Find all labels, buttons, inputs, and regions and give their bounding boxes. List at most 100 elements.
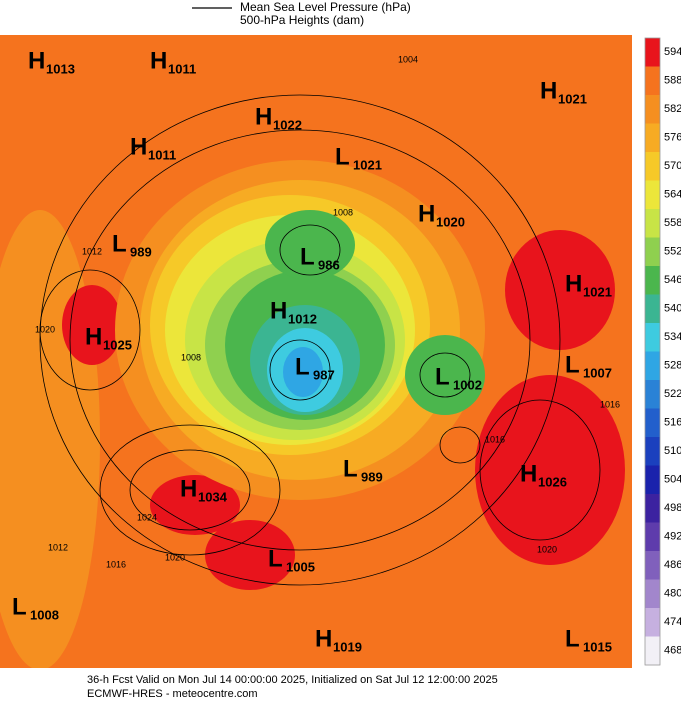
center-letter: L: [268, 545, 283, 572]
center-letter: H: [85, 323, 102, 350]
center-value: 1022: [273, 117, 302, 132]
center-value: 1025: [103, 337, 132, 352]
center-value: 1007: [583, 365, 612, 380]
colorbar-swatch: [645, 123, 660, 153]
contour-label: 1004: [398, 54, 418, 64]
colorbar-label: 546: [664, 274, 681, 286]
colorbar-label: 552: [664, 246, 681, 258]
colorbar-swatch: [645, 237, 660, 267]
colorbar-swatch: [645, 551, 660, 580]
colorbar-swatch: [645, 266, 660, 295]
center-value: 1015: [583, 639, 612, 654]
center-letter: L: [335, 143, 350, 170]
center-letter: L: [112, 230, 127, 257]
center-letter: H: [520, 460, 537, 487]
center-letter: H: [418, 200, 435, 227]
center-letter: H: [540, 77, 557, 104]
contour-label: 1016: [106, 559, 126, 569]
colorbar-swatch: [645, 66, 660, 96]
contour-label: 1016: [485, 434, 505, 444]
colorbar-swatch: [645, 465, 660, 495]
center-value: 987: [313, 367, 335, 382]
center-value: 989: [130, 244, 152, 259]
center-value: 1021: [558, 91, 587, 106]
colorbar-swatch: [645, 152, 660, 181]
colorbar-swatch: [645, 608, 660, 637]
center-value: 1021: [353, 157, 382, 172]
colorbar-label: 588: [664, 75, 681, 87]
center-value: 986: [318, 257, 340, 272]
colorbar-label: 504: [664, 474, 681, 486]
map: [0, 35, 632, 668]
colorbar-swatch: [645, 437, 660, 466]
colorbar-swatch: [645, 294, 660, 324]
footer-text: ECMWF-HRES - meteocentre.com: [87, 688, 258, 700]
colorbar-swatch: [645, 209, 660, 238]
colorbar-label: 582: [664, 103, 681, 115]
center-value: 1019: [333, 639, 362, 654]
contour-label: 1012: [82, 246, 102, 256]
colorbar-swatch: [645, 636, 660, 666]
center-letter: H: [255, 103, 272, 130]
center-letter: H: [270, 297, 287, 324]
contour-label: 1020: [165, 552, 185, 562]
colorbar-swatch: [645, 380, 660, 409]
center-value: 1002: [453, 377, 482, 392]
center-letter: H: [565, 270, 582, 297]
colorbar-label: 492: [664, 531, 681, 543]
footer-text: 36-h Fcst Valid on Mon Jul 14 00:00:00 2…: [87, 674, 498, 686]
center-letter: L: [435, 363, 450, 390]
colorbar-label: 468: [664, 645, 681, 657]
colorbar-swatch: [645, 579, 660, 609]
contour-label: 1016: [600, 399, 620, 409]
height-field: [62, 285, 122, 365]
center-value: 1013: [46, 61, 75, 76]
center-letter: L: [300, 243, 315, 270]
colorbar-label: 480: [664, 588, 681, 600]
height-field: [405, 335, 485, 415]
center-value: 989: [361, 469, 383, 484]
colorbar-label: 522: [664, 388, 681, 400]
center-letter: L: [565, 351, 580, 378]
colorbar-label: 528: [664, 360, 681, 372]
colorbar-frame: [644, 37, 661, 666]
center-letter: H: [315, 625, 332, 652]
center-letter: H: [180, 475, 197, 502]
legend-text: Mean Sea Level Pressure (hPa): [240, 0, 411, 14]
contour-label: 1008: [181, 352, 201, 362]
colorbar-swatch: [645, 522, 660, 552]
colorbar-swatch: [645, 38, 660, 67]
colorbar-label: 510: [664, 445, 681, 457]
colorbar-label: 498: [664, 502, 681, 514]
colorbar-label: 516: [664, 417, 681, 429]
colorbar-swatch: [645, 180, 660, 210]
colorbar-label: 576: [664, 132, 681, 144]
center-value: 1020: [436, 214, 465, 229]
legend-text: 500-hPa Heights (dam): [240, 13, 364, 27]
contour-label: 1024: [137, 512, 157, 522]
colorbar-label: 564: [664, 189, 681, 201]
colorbar-label: 486: [664, 559, 681, 571]
colorbar-label: 570: [664, 160, 681, 172]
center-letter: H: [130, 133, 147, 160]
contour-label: 1020: [537, 544, 557, 554]
colorbar-swatch: [645, 323, 660, 352]
height-field: [283, 347, 323, 397]
contour-labels: 1004 1012 1020 1008 1024 1020 1016 1012 1016 1020…: [35, 54, 620, 569]
contour-label: 1020: [35, 324, 55, 334]
center-letter: L: [12, 593, 27, 620]
isobars: [39, 94, 601, 586]
colorbar-swatch: [645, 494, 660, 523]
center-value: 1021: [583, 284, 612, 299]
center-value: 1034: [198, 489, 228, 504]
colorbar-label: 540: [664, 303, 681, 315]
center-value: 1011: [148, 147, 176, 162]
colorbar-label: 534: [664, 331, 681, 343]
center-letter: L: [343, 455, 358, 482]
colorbar-swatch: [645, 351, 660, 381]
contour-label: 1008: [333, 207, 353, 217]
colorbar-swatch: [645, 95, 660, 124]
colorbar-swatch: [645, 408, 660, 438]
center-value: 1026: [538, 474, 567, 489]
